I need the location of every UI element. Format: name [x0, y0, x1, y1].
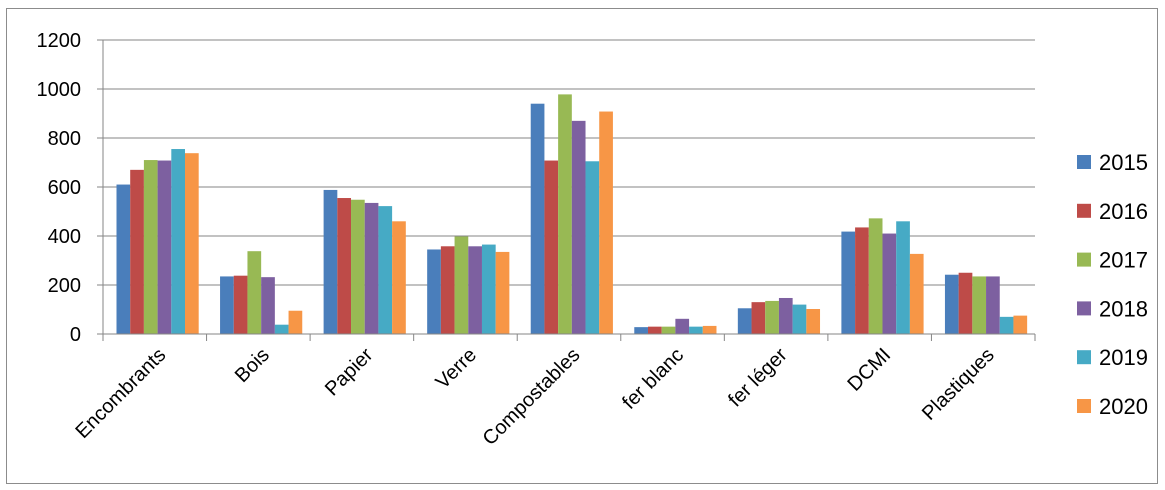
x-tick-label: fer léger	[724, 344, 792, 412]
bar-2020-bois	[289, 311, 303, 334]
bar-2016-plastiques	[959, 273, 973, 334]
bar-2015-fer-léger	[738, 308, 752, 334]
bar-2017-plastiques	[972, 276, 986, 334]
bar-2019-dcmi	[896, 221, 910, 334]
x-tick-label: Encombrants	[71, 344, 170, 443]
bar-2017-compostables	[558, 94, 572, 334]
bar-2018-verre	[468, 246, 482, 334]
x-tick-label: Verre	[432, 344, 481, 393]
legend-label: 2017	[1099, 248, 1148, 273]
bar-2015-dcmi	[841, 232, 855, 334]
bar-2017-bois	[247, 251, 261, 334]
bar-2017-papier	[351, 200, 365, 334]
bar-2018-dcmi	[882, 234, 896, 334]
bar-2017-encombrants	[144, 160, 158, 334]
bar-2018-fer-blanc	[675, 319, 689, 334]
legend-label: 2015	[1099, 150, 1148, 175]
bar-2016-papier	[337, 198, 351, 334]
bar-2016-compostables	[544, 161, 558, 334]
bar-2018-encombrants	[158, 161, 172, 334]
bar-2020-fer-blanc	[703, 326, 717, 334]
bar-2019-fer-léger	[793, 305, 807, 334]
bar-2018-compostables	[572, 121, 586, 334]
bar-2016-dcmi	[855, 227, 869, 334]
bar-2019-fer-blanc	[689, 327, 703, 334]
bar-2017-verre	[455, 236, 469, 334]
legend: 2015 2016 2017 2018 2019 2020	[1077, 150, 1148, 419]
bar-2020-papier	[392, 221, 406, 334]
bar-2020-compostables	[599, 112, 613, 334]
bar-2018-fer-léger	[779, 298, 793, 334]
bar-2015-verre	[427, 249, 441, 334]
legend-swatch-2020	[1077, 399, 1091, 413]
bar-2019-plastiques	[1000, 317, 1014, 334]
x-tick-label: fer blanc	[618, 344, 688, 414]
bar-2020-verre	[496, 252, 510, 334]
bars	[117, 94, 1028, 334]
bar-2019-papier	[378, 206, 392, 334]
y-tick-label: 1000	[37, 79, 82, 101]
bar-2017-fer-blanc	[662, 327, 676, 334]
bar-2018-plastiques	[986, 276, 1000, 334]
bar-2016-verre	[441, 246, 455, 334]
bar-2020-plastiques	[1013, 316, 1027, 334]
legend-label: 2020	[1099, 394, 1148, 419]
x-tick-label: Bois	[231, 344, 274, 387]
legend-label: 2019	[1099, 345, 1148, 370]
x-tick-label: Papier	[321, 344, 378, 401]
bar-2020-dcmi	[910, 254, 924, 334]
bar-2016-fer-blanc	[648, 327, 662, 334]
legend-swatch-2019	[1077, 350, 1091, 364]
bar-2016-bois	[234, 276, 248, 334]
bar-2019-compostables	[586, 161, 600, 334]
bar-2019-encombrants	[171, 149, 185, 334]
legend-swatch-2017	[1077, 253, 1091, 267]
y-tick-label: 0	[70, 324, 81, 346]
legend-label: 2018	[1099, 296, 1148, 321]
bar-2015-fer-blanc	[634, 327, 648, 334]
bar-2016-encombrants	[130, 170, 144, 334]
bar-2015-plastiques	[945, 275, 959, 334]
y-tick-label: 400	[48, 226, 81, 248]
bar-2015-papier	[324, 190, 338, 334]
bar-2015-encombrants	[117, 185, 131, 334]
bar-2019-verre	[482, 245, 496, 334]
bar-2017-fer-léger	[765, 301, 779, 334]
bar-2015-bois	[220, 276, 234, 334]
legend-swatch-2015	[1077, 155, 1091, 169]
y-tick-label: 1200	[37, 30, 82, 52]
y-tick-label: 600	[48, 177, 81, 199]
x-tick-label: DCMI	[844, 344, 896, 396]
bar-2020-encombrants	[185, 153, 199, 334]
y-tick-label: 200	[48, 275, 81, 297]
legend-label: 2016	[1099, 199, 1148, 224]
legend-swatch-2016	[1077, 204, 1091, 218]
bar-2018-papier	[365, 203, 379, 334]
bar-2018-bois	[261, 277, 275, 334]
x-tick-label: Plastiques	[918, 344, 999, 425]
y-axis: 0 200 400 600 800 1000 1200	[37, 30, 104, 346]
bar-2020-fer-léger	[806, 309, 820, 334]
y-tick-label: 800	[48, 128, 81, 150]
x-tick-label: Compostables	[479, 344, 585, 450]
bar-2017-dcmi	[869, 218, 883, 334]
bar-2015-compostables	[531, 104, 545, 334]
bar-2019-bois	[275, 325, 289, 334]
bar-2016-fer-léger	[752, 302, 766, 334]
legend-swatch-2018	[1077, 301, 1091, 315]
